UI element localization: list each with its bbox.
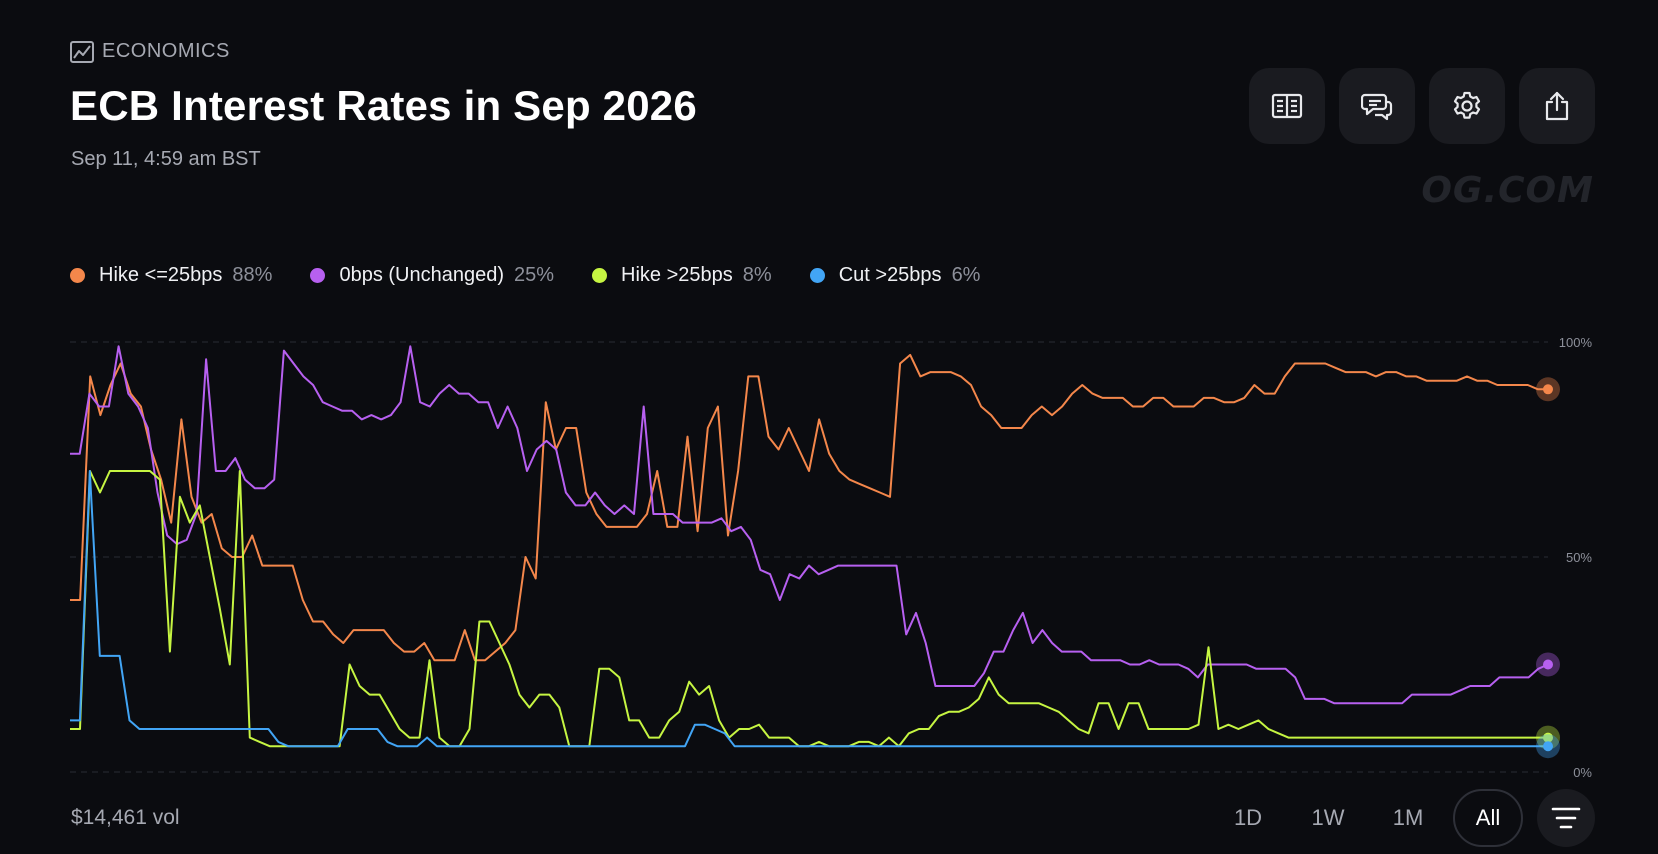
filter-button[interactable] bbox=[1537, 789, 1595, 847]
legend-pct: 88% bbox=[232, 264, 273, 286]
legend: Hike <=25bps 88% 0bps (Unchanged) 25% Hi… bbox=[70, 264, 980, 287]
series-line-3 bbox=[70, 470, 1548, 748]
category-label[interactable]: ECONOMICS bbox=[70, 40, 230, 63]
category-text: ECONOMICS bbox=[102, 40, 230, 62]
filter-icon bbox=[1551, 807, 1581, 829]
range-all-button[interactable]: All bbox=[1453, 789, 1523, 847]
timestamp: Sep 11, 4:59 am BST bbox=[71, 148, 261, 170]
series-end-marker bbox=[1543, 659, 1553, 670]
watermark: OG.COM bbox=[1421, 170, 1594, 211]
series-line-1 bbox=[70, 345, 1549, 705]
range-1m-button[interactable]: 1M bbox=[1392, 805, 1424, 830]
chart-icon bbox=[70, 40, 94, 63]
legend-item-unchanged[interactable]: 0bps (Unchanged) 25% bbox=[310, 264, 554, 287]
legend-dot bbox=[310, 268, 326, 283]
legend-item-hike-le-25[interactable]: Hike <=25bps 88% bbox=[70, 264, 272, 287]
legend-dot bbox=[70, 268, 85, 283]
range-selector: 1D 1W 1M All bbox=[1213, 789, 1595, 847]
volume-label: $14,461 vol bbox=[71, 806, 180, 829]
chat-icon bbox=[1361, 93, 1393, 121]
range-1w-button[interactable]: 1W bbox=[1311, 805, 1345, 830]
series-line-0 bbox=[70, 353, 1548, 662]
comments-button[interactable] bbox=[1339, 68, 1415, 144]
legend-item-hike-gt-25[interactable]: Hike >25bps 8% bbox=[592, 264, 772, 287]
share-icon bbox=[1545, 91, 1569, 121]
legend-name: Hike <=25bps bbox=[99, 264, 223, 286]
legend-name: Cut >25bps bbox=[838, 264, 942, 286]
legend-name: 0bps (Unchanged) bbox=[339, 264, 505, 286]
gear-icon bbox=[1453, 91, 1481, 119]
series-end-marker bbox=[1543, 741, 1553, 752]
share-button[interactable] bbox=[1519, 68, 1595, 144]
legend-dot bbox=[592, 268, 608, 283]
series-end-marker bbox=[1543, 732, 1553, 743]
legend-pct: 25% bbox=[514, 264, 555, 286]
legend-pct: 6% bbox=[951, 264, 981, 286]
rules-button[interactable] bbox=[1249, 68, 1325, 144]
series-line-2 bbox=[70, 470, 1548, 748]
settings-button[interactable] bbox=[1429, 68, 1505, 144]
page-title: ECB Interest Rates in Sep 2026 bbox=[70, 82, 697, 129]
legend-pct: 8% bbox=[742, 264, 772, 286]
action-bar bbox=[1249, 68, 1595, 144]
legend-item-cut-gt-25[interactable]: Cut >25bps 6% bbox=[809, 264, 981, 287]
range-1d-button[interactable]: 1D bbox=[1233, 805, 1263, 830]
book-icon bbox=[1271, 93, 1303, 119]
series-end-marker bbox=[1543, 384, 1553, 395]
y-tick-label: 50% bbox=[1566, 550, 1592, 565]
y-tick-label: 0% bbox=[1573, 765, 1592, 780]
legend-dot bbox=[809, 268, 825, 283]
legend-name: Hike >25bps bbox=[621, 264, 733, 286]
y-tick-label: 100% bbox=[1559, 335, 1593, 350]
